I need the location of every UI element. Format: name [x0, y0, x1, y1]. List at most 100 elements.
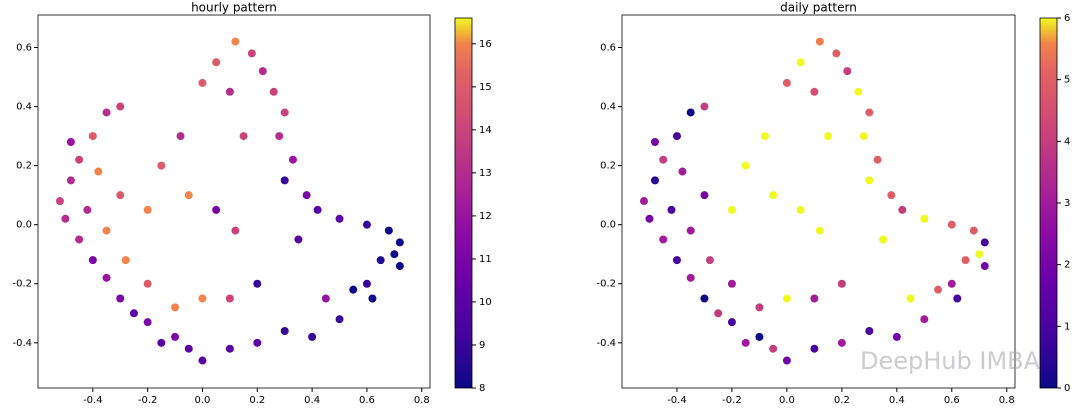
x-tick-label: 0.2	[834, 395, 850, 406]
point	[225, 87, 234, 96]
point	[83, 205, 92, 214]
x-tick-label: 0.6	[944, 395, 960, 406]
point	[129, 309, 138, 318]
point	[667, 205, 676, 214]
point	[121, 256, 130, 265]
point	[672, 132, 681, 141]
chart-title: daily pattern	[780, 1, 857, 15]
point	[116, 191, 125, 200]
y-tick-label: 0.6	[16, 42, 32, 53]
point	[769, 191, 778, 200]
point	[892, 332, 901, 341]
plot-frame	[37, 14, 431, 389]
point	[796, 205, 805, 214]
point	[368, 294, 377, 303]
watermark: DeepHub IMBA	[860, 347, 1041, 375]
point	[741, 161, 750, 170]
colorbar	[1039, 17, 1058, 389]
point	[390, 250, 399, 259]
point	[184, 191, 193, 200]
point	[275, 132, 284, 141]
point	[782, 294, 791, 303]
point	[887, 191, 896, 200]
colorbar-tick-label: 11	[479, 254, 492, 265]
colorbar-tick-label: 10	[479, 297, 492, 308]
point	[102, 226, 111, 235]
x-tick-label: 0.4	[889, 395, 905, 406]
point	[308, 332, 317, 341]
point	[796, 58, 805, 67]
point	[755, 303, 764, 312]
point	[171, 303, 180, 312]
point	[335, 214, 344, 223]
x-tick-label: 0.8	[414, 395, 430, 406]
point	[239, 132, 248, 141]
point	[947, 220, 956, 229]
colorbar	[454, 17, 473, 389]
point	[116, 294, 125, 303]
y-tick-label: 0.4	[16, 102, 32, 113]
y-tick-label: -0.2	[596, 279, 616, 290]
point	[714, 309, 723, 318]
point	[302, 191, 311, 200]
point	[171, 332, 180, 341]
point	[335, 315, 344, 324]
point	[865, 327, 874, 336]
point	[686, 108, 695, 117]
point	[947, 279, 956, 288]
point	[700, 102, 709, 111]
point	[920, 315, 929, 324]
point	[116, 102, 125, 111]
point	[865, 108, 874, 117]
point	[705, 256, 714, 265]
point	[934, 285, 943, 294]
point	[865, 176, 874, 185]
point	[700, 191, 709, 200]
point	[231, 226, 240, 235]
x-tick-label: -0.2	[138, 395, 158, 406]
point	[920, 214, 929, 223]
point	[700, 294, 709, 303]
point	[650, 137, 659, 146]
point	[75, 235, 84, 244]
point	[88, 132, 97, 141]
point	[873, 155, 882, 164]
point	[815, 37, 824, 46]
x-tick-label: 0.0	[779, 395, 795, 406]
point	[75, 155, 84, 164]
point	[769, 344, 778, 353]
y-tick-label: -0.4	[12, 338, 32, 349]
point	[810, 87, 819, 96]
point	[198, 294, 207, 303]
point	[678, 167, 687, 176]
point	[61, 214, 70, 223]
point	[395, 238, 404, 247]
point	[198, 78, 207, 87]
point	[782, 78, 791, 87]
colorbar-tick-label: 13	[479, 168, 492, 179]
point	[741, 338, 750, 347]
point	[321, 294, 330, 303]
point	[247, 49, 256, 58]
point	[980, 262, 989, 271]
point	[258, 67, 267, 76]
point	[727, 279, 736, 288]
x-tick-label: -0.4	[667, 395, 687, 406]
point	[837, 279, 846, 288]
point	[975, 250, 984, 259]
point	[843, 67, 852, 76]
point	[824, 132, 833, 141]
point	[659, 155, 668, 164]
point	[280, 108, 289, 117]
x-tick-label: 0.2	[249, 395, 265, 406]
point	[313, 205, 322, 214]
x-tick-label: 0.4	[304, 395, 320, 406]
point	[898, 205, 907, 214]
point	[94, 167, 103, 176]
colorbar-tick-label: 8	[479, 383, 485, 394]
y-tick-label: 0.2	[16, 161, 32, 172]
point	[760, 132, 769, 141]
point	[810, 294, 819, 303]
point	[810, 344, 819, 353]
